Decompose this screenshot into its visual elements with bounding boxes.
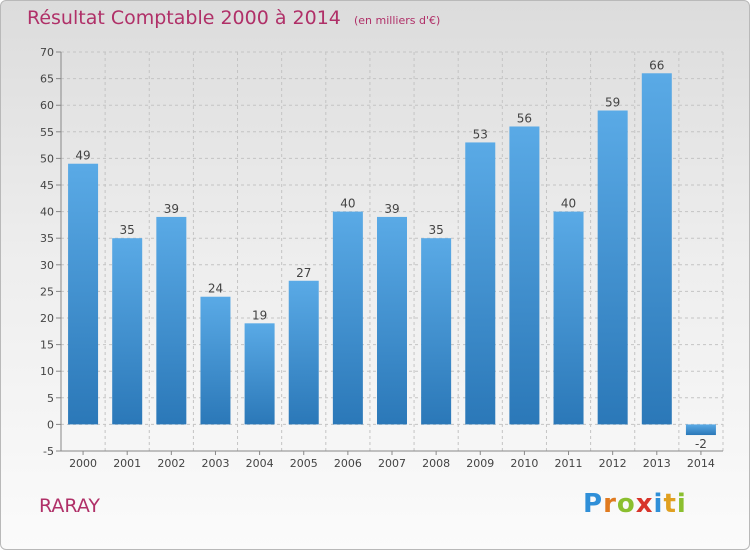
bar: [509, 126, 540, 425]
bar: [332, 211, 363, 425]
commune-name: RARAY: [39, 495, 100, 517]
bar: [244, 323, 275, 425]
y-tick-label: -5: [43, 445, 54, 458]
y-tick-label: 70: [40, 46, 54, 59]
x-tick-label: 2012: [599, 457, 627, 470]
y-tick-label: 5: [47, 392, 54, 405]
y-tick-label: 45: [40, 179, 54, 192]
data-label: 40: [561, 197, 576, 211]
bar: [156, 216, 187, 425]
data-label: 24: [208, 282, 223, 296]
logo-letter: r: [603, 489, 617, 519]
labels: -5 0 5 10 15 20 25 30 35 40 45 50 55 60 65 70 2000 49 2001…: [40, 46, 715, 470]
x-tick-label: 2014: [687, 457, 715, 470]
x-tick-label: 2010: [510, 457, 538, 470]
chart-title-text: Résultat Comptable 2000 à 2014: [27, 7, 341, 29]
bar: [288, 280, 319, 425]
y-tick-label: 35: [40, 232, 54, 245]
data-label: 59: [605, 96, 620, 110]
data-label: 56: [517, 111, 532, 125]
bar: [641, 73, 672, 425]
y-tick-label: 40: [40, 206, 54, 219]
y-tick-label: 60: [40, 99, 54, 112]
bar: [377, 216, 407, 425]
logo-letter: i: [676, 489, 687, 519]
x-tick-label: 2006: [334, 457, 362, 470]
x-tick-label: 2007: [378, 457, 406, 470]
logo-letter: P: [583, 489, 604, 519]
proxiti-logo: Proxiti: [583, 489, 687, 519]
bar: [68, 163, 99, 425]
data-label: 19: [252, 308, 267, 322]
data-label: 49: [75, 149, 90, 163]
data-label: 39: [384, 202, 399, 216]
axes: [56, 51, 723, 455]
bar: [200, 296, 231, 425]
x-tick-label: 2005: [290, 457, 318, 470]
bars: [68, 73, 716, 436]
data-label: 39: [164, 202, 179, 216]
x-tick-label: 2009: [466, 457, 494, 470]
x-tick-label: 2002: [157, 457, 185, 470]
data-label: 35: [428, 223, 443, 237]
bar: [597, 110, 628, 425]
data-label: 53: [473, 127, 488, 141]
y-tick-label: 25: [40, 285, 54, 298]
bar: [112, 238, 143, 425]
data-label: 27: [296, 266, 311, 280]
x-tick-label: 2001: [113, 457, 141, 470]
logo-letter: o: [616, 489, 636, 519]
y-tick-label: 65: [40, 73, 54, 86]
y-tick-label: 50: [40, 152, 54, 165]
y-tick-label: 55: [40, 126, 54, 139]
logo-letter: t: [663, 489, 677, 519]
data-label: -2: [695, 437, 707, 451]
data-label: 40: [340, 197, 355, 211]
y-tick-label: 10: [40, 365, 54, 378]
y-tick-label: 15: [40, 339, 54, 352]
y-tick-label: 30: [40, 259, 54, 272]
bar: [553, 211, 584, 425]
x-tick-label: 2011: [555, 457, 583, 470]
data-label: 35: [120, 223, 135, 237]
data-label: 66: [649, 58, 664, 72]
x-tick-label: 2000: [69, 457, 97, 470]
x-tick-label: 2004: [246, 457, 274, 470]
x-tick-label: 2003: [201, 457, 229, 470]
y-tick-label: 0: [47, 418, 54, 431]
bar: [685, 424, 716, 436]
x-tick-label: 2008: [422, 457, 450, 470]
logo-letter: x: [635, 489, 654, 519]
x-tick-label: 2013: [643, 457, 671, 470]
logo-letter: i: [653, 489, 664, 519]
chart-title: Résultat Comptable 2000 à 2014 (en milli…: [27, 7, 440, 29]
bar: [465, 142, 496, 425]
chart-subtitle: (en milliers d'€): [353, 14, 441, 27]
bar: [421, 238, 452, 425]
y-tick-label: 20: [40, 312, 54, 325]
